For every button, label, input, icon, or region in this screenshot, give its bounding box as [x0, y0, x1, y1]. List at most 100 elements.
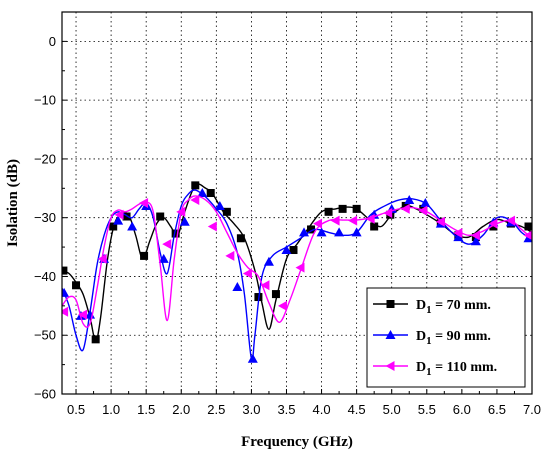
x-tick-label: 2.5 [207, 402, 225, 417]
data-point [348, 215, 358, 226]
data-point [338, 204, 347, 213]
y-tick-label: −40 [34, 269, 56, 284]
legend-label-rest: = 90 mm. [432, 329, 491, 344]
data-point [334, 227, 345, 237]
legend-marker [386, 300, 395, 308]
data-point [232, 282, 243, 292]
y-tick-label: −30 [34, 210, 56, 225]
data-point [214, 200, 225, 210]
legend-label-rest: = 110 mm. [432, 360, 498, 375]
data-point [383, 207, 393, 218]
legend-label: D1 = 90 mm. [416, 329, 491, 347]
series-3 [62, 195, 532, 328]
data-point [324, 207, 333, 216]
data-point [307, 225, 316, 234]
legend-label-sub: 1 [426, 335, 432, 347]
legend-label-main: D [416, 298, 426, 313]
data-point [207, 221, 217, 232]
y-tick-label: −10 [34, 93, 56, 108]
y-tick-label: −60 [34, 387, 56, 402]
legend-label-sub: 1 [426, 366, 432, 378]
data-point [316, 227, 327, 237]
data-point [453, 227, 463, 238]
plot-frame [61, 11, 533, 395]
data-point [401, 201, 410, 210]
data-point [127, 221, 138, 231]
data-point [289, 246, 298, 255]
data-point [418, 205, 428, 216]
x-tick-label: 5.0 [383, 402, 401, 417]
series-line [62, 195, 532, 328]
data-point [236, 234, 245, 243]
y-tick-label: 0 [49, 34, 56, 49]
data-point [114, 209, 124, 220]
data-point [281, 245, 292, 255]
legend-label-main: D [416, 360, 426, 375]
data-point [470, 236, 481, 246]
data-point [197, 188, 208, 198]
legend-marker [385, 330, 396, 339]
data-point [489, 222, 498, 231]
data-point [242, 268, 252, 279]
x-tick-label: 4.5 [348, 402, 366, 417]
data-point [191, 181, 200, 190]
x-tick-label: 4.0 [313, 402, 331, 417]
data-point [470, 230, 480, 241]
data-point [352, 204, 361, 213]
data-point [62, 287, 70, 297]
x-tick-label: 3.0 [242, 402, 260, 417]
data-point [222, 207, 231, 216]
data-point [109, 222, 118, 231]
y-axis-title: Isolation (dB) [5, 159, 21, 247]
x-tick-label: 1.5 [137, 402, 155, 417]
x-tick-label: 7.0 [523, 402, 541, 417]
data-point [524, 222, 532, 231]
data-point [158, 253, 169, 263]
data-point [523, 230, 532, 241]
data-point [404, 195, 415, 205]
data-point [190, 195, 200, 206]
data-point [365, 213, 375, 224]
data-point [505, 215, 515, 226]
series-layer [62, 181, 532, 363]
data-point [313, 218, 323, 229]
y-tick-label: −20 [34, 151, 56, 166]
legend-label-rest: = 70 mm. [432, 298, 491, 313]
data-point [139, 198, 149, 208]
legend-entry-2: D1 = 90 mm. [373, 329, 491, 347]
data-point [78, 309, 88, 320]
ticks: 0.5 1.0 1.5 2.0 2.5 3.0 3.5 4.0 4.5 5.0 5.5 6.0 6.5 7… [34, 34, 541, 417]
data-point [330, 215, 340, 226]
legend-marker [385, 361, 395, 371]
data-point [171, 229, 180, 238]
data-point [122, 212, 131, 221]
legend-label: D1 = 70 mm. [416, 298, 491, 316]
data-point [247, 353, 258, 363]
data-point [206, 189, 215, 198]
grid [62, 12, 533, 394]
data-point [162, 239, 172, 250]
data-point [91, 335, 100, 344]
x-tick-label: 6.0 [453, 402, 471, 417]
data-point [299, 227, 310, 237]
y-tick-label: −50 [34, 328, 56, 343]
x-tick-label: 0.5 [67, 402, 85, 417]
data-point [420, 198, 431, 207]
data-point [72, 281, 81, 290]
data-point [277, 300, 287, 311]
data-point [523, 233, 532, 243]
data-point [370, 222, 379, 231]
data-point [140, 251, 149, 260]
x-tick-label: 2.0 [172, 402, 190, 417]
data-point [351, 227, 362, 237]
data-point [62, 306, 69, 317]
data-point [263, 256, 274, 266]
data-point [62, 266, 68, 275]
data-point [113, 215, 124, 225]
data-point [453, 232, 464, 242]
data-point [179, 216, 190, 226]
x-axis-title: Frequency (GHz) [241, 434, 353, 450]
data-point [225, 250, 235, 261]
x-tick-label: 6.5 [488, 402, 506, 417]
